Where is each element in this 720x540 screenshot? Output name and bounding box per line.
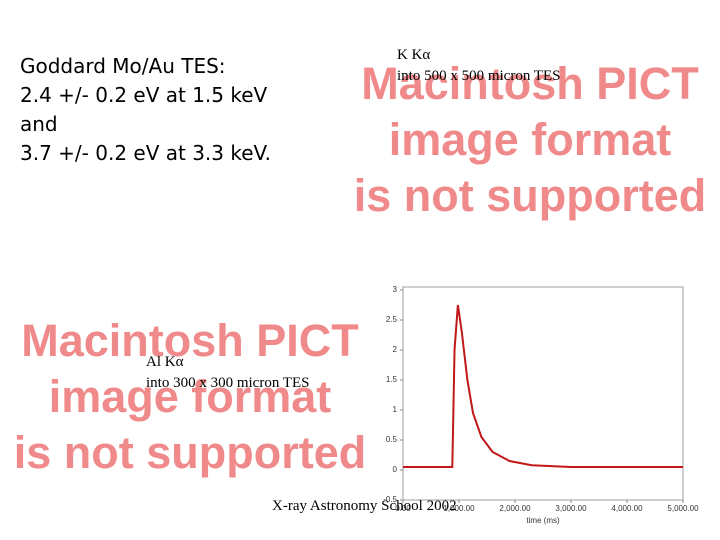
x-tick-label: 3,000.00 [555, 504, 587, 513]
x-tick-label: 2,000.00 [499, 504, 531, 513]
main-text: Goddard Mo/Au TES: 2.4 +/- 0.2 eV at 1.5… [20, 52, 271, 168]
placeholder-line: image format [48, 371, 332, 422]
placeholder-line: Macintosh PICT [21, 315, 359, 366]
caption-line: into 300 x 300 micron TES [146, 375, 310, 391]
plot-frame [402, 286, 684, 501]
caption-line: Al Kα [146, 354, 184, 370]
y-tick-label: 0.5 [386, 435, 398, 444]
y-tick-label: 2 [393, 345, 398, 354]
text-line: Goddard Mo/Au TES: [20, 54, 226, 78]
x-tick-label: 1,000.00 [443, 504, 475, 513]
caption: Al Kα into 300 x 300 micron TES [146, 352, 309, 394]
text-line: 2.4 +/- 0.2 eV at 1.5 keV [20, 83, 268, 107]
y-tick-label: -0.5 [383, 495, 397, 504]
caption: K Kα into 500 x 500 micron TES [397, 45, 560, 87]
footer: X-ray Astronomy School 2002 [272, 498, 457, 514]
y-tick-label: 1.5 [386, 375, 398, 384]
placeholder-line: image format [388, 114, 672, 165]
x-tick-label: 0.00 [395, 504, 411, 513]
y-tick-label: 3 [393, 285, 398, 294]
x-axis-label: time (ms) [526, 516, 560, 525]
y-tick-label: 0 [393, 465, 398, 474]
image-placeholder: Macintosh PICT image format is not suppo… [340, 56, 720, 224]
y-tick-label: 1 [393, 405, 398, 414]
x-tick-label: 4,000.00 [611, 504, 643, 513]
caption-line: into 500 x 500 micron TES [397, 68, 561, 84]
placeholder-line: is not supported [353, 170, 707, 221]
x-tick-label: 5,000.00 [667, 504, 699, 513]
image-placeholder: Macintosh PICT image format is not suppo… [0, 313, 380, 481]
caption-line: K Kα [397, 47, 431, 63]
text-line: and [20, 112, 58, 136]
placeholder-line: Macintosh PICT [361, 58, 699, 109]
text-line: 3.7 +/- 0.2 eV at 3.3 keV. [20, 141, 271, 165]
y-tick-label: 2.5 [386, 315, 398, 324]
data-line [403, 304, 683, 468]
placeholder-line: is not supported [13, 427, 367, 478]
